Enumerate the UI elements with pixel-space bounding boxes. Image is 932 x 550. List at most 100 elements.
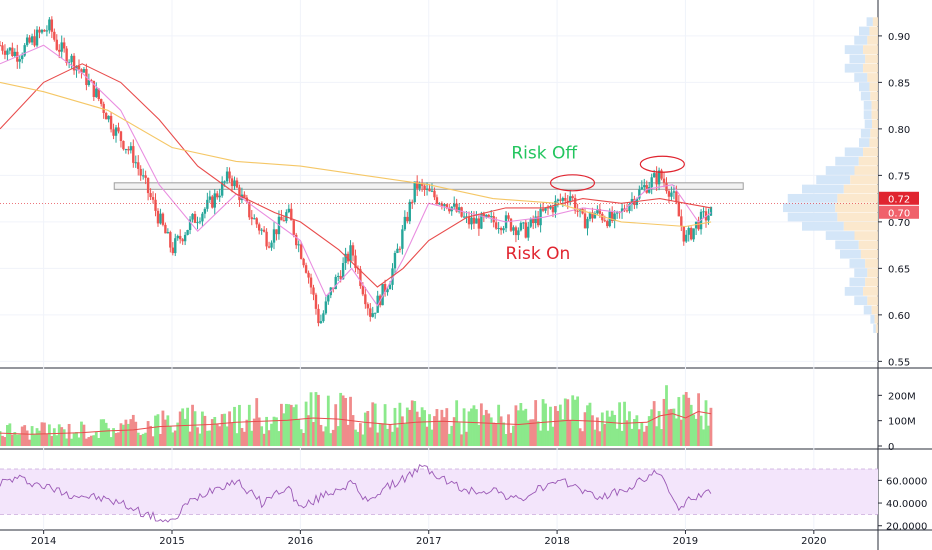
candle-body <box>223 181 226 183</box>
candle-body <box>250 217 253 220</box>
price-tick-label: 0.65 <box>888 264 910 275</box>
candle-body <box>662 178 666 183</box>
profile-bar-up <box>859 138 870 147</box>
candle-body <box>689 227 693 240</box>
volume-bar <box>203 415 207 446</box>
candle-body <box>571 196 574 198</box>
candle-body <box>95 88 98 97</box>
candle-body <box>238 187 241 201</box>
moving-average-line <box>0 81 712 228</box>
candle-body <box>374 312 377 314</box>
volume-bar <box>117 432 120 446</box>
volume-bar <box>477 424 481 446</box>
candle-body <box>680 216 683 227</box>
candle-body <box>430 190 434 192</box>
volume-bar <box>494 423 498 446</box>
candle-body <box>428 188 431 192</box>
candle-body <box>640 187 644 190</box>
volume-bar <box>163 419 167 446</box>
candle-body <box>228 171 231 179</box>
candle-body <box>1 45 4 51</box>
candle-body <box>435 197 439 204</box>
candle-body <box>455 203 458 212</box>
annotations: Risk Off Risk On <box>505 144 578 264</box>
candle-body <box>561 198 565 201</box>
price-tick-label: 0.80 <box>888 125 910 136</box>
volume-bar <box>166 415 170 446</box>
volume-bar <box>82 424 86 446</box>
candle-body <box>670 192 673 197</box>
candle-body <box>262 229 266 232</box>
candle-body <box>220 181 224 196</box>
profile-bar-up <box>849 259 866 268</box>
profile-bar-down <box>843 221 878 231</box>
profile-bar-down <box>867 268 878 278</box>
volume-bar <box>319 424 323 446</box>
profile-bar-down <box>865 277 878 287</box>
volume-bar <box>349 396 352 446</box>
candle-body <box>522 222 525 224</box>
volume-bar <box>218 426 222 446</box>
profile-bar-up <box>802 184 844 194</box>
candle-body <box>369 308 372 317</box>
volume-bar <box>588 402 592 446</box>
candle-body <box>334 276 337 290</box>
candle-body <box>87 80 91 86</box>
candle-body <box>536 216 540 226</box>
volume-bar <box>183 418 187 446</box>
candle-body <box>596 208 599 214</box>
volume-bar <box>97 437 101 446</box>
volume-bar <box>193 411 197 446</box>
volume-bar <box>561 419 565 446</box>
volume-tick-label: 0 <box>888 442 894 453</box>
moving-average-line <box>0 63 712 288</box>
volume-bar <box>324 426 328 446</box>
candle-body <box>401 229 404 249</box>
candle-body <box>470 217 473 225</box>
volume-bar <box>509 432 513 446</box>
volume-bar <box>161 410 165 446</box>
candle-body <box>371 313 374 317</box>
volume-bar <box>321 431 325 446</box>
volume-bar <box>151 436 155 446</box>
candle-body <box>77 65 81 70</box>
candle-body <box>675 191 678 203</box>
volume-bar <box>655 426 659 446</box>
candle-body <box>260 229 263 231</box>
candle-body <box>107 115 110 120</box>
volume-bar <box>610 410 614 446</box>
volume-bar <box>595 417 599 446</box>
volume-bar <box>154 415 157 446</box>
profile-bar-up <box>866 17 873 27</box>
volume-bar <box>524 408 528 446</box>
volume-bar <box>255 398 259 446</box>
candle-body <box>169 232 172 248</box>
candle-body <box>319 321 323 324</box>
volume-bar <box>294 404 298 446</box>
candle-body <box>127 149 130 151</box>
volume-bar <box>275 417 278 446</box>
candle-body <box>186 229 189 235</box>
candle-body <box>453 203 456 207</box>
volume-bar <box>388 423 392 446</box>
candle-body <box>603 220 606 222</box>
volume-bar <box>640 422 644 446</box>
volume-bar <box>437 420 441 446</box>
volume-bar <box>223 413 227 446</box>
volume-bar <box>33 434 36 446</box>
volume-bar <box>297 419 301 446</box>
profile-bar-up <box>863 110 872 120</box>
candle-body <box>211 196 214 208</box>
candle-body <box>213 193 216 208</box>
volume-bar <box>591 415 594 446</box>
profile-bar-down <box>871 100 878 110</box>
volume-bar <box>393 407 397 446</box>
candle-body <box>97 88 100 100</box>
candle-body <box>164 224 167 234</box>
candle-body <box>290 208 293 221</box>
profile-bar-up <box>873 324 876 333</box>
candle-body <box>50 19 54 32</box>
candle-body <box>569 196 572 203</box>
candle-body <box>92 80 96 97</box>
